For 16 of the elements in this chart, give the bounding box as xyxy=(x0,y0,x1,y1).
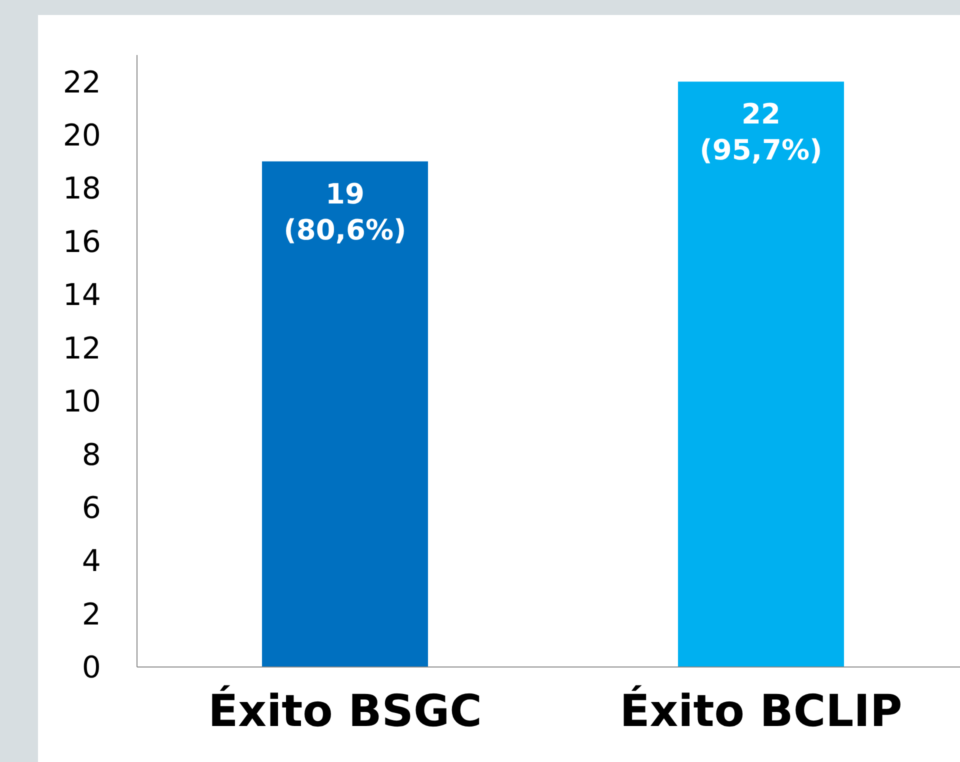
y-tick-label: 2 xyxy=(82,597,101,632)
y-tick-label: 22 xyxy=(62,65,101,100)
y-tick-label: 16 xyxy=(62,224,101,260)
y-tick-label: 4 xyxy=(82,544,101,580)
y-tick-label: 8 xyxy=(82,438,101,473)
x-tick-label: Éxito BCLIP xyxy=(620,685,902,738)
data-label: 19 (80,6%) xyxy=(284,177,406,246)
y-tick-label: 14 xyxy=(62,278,101,314)
y-tick-label: 6 xyxy=(82,491,101,526)
y-tick-label: 20 xyxy=(62,118,101,154)
y-tick-label: 12 xyxy=(62,331,101,366)
y-tick-label: 18 xyxy=(62,172,101,207)
y-tick-label: 0 xyxy=(82,650,101,686)
y-tick-label: 10 xyxy=(62,384,101,420)
x-tick-label: Éxito BSGC xyxy=(208,685,482,738)
data-label: 22 (95,7%) xyxy=(700,98,822,167)
